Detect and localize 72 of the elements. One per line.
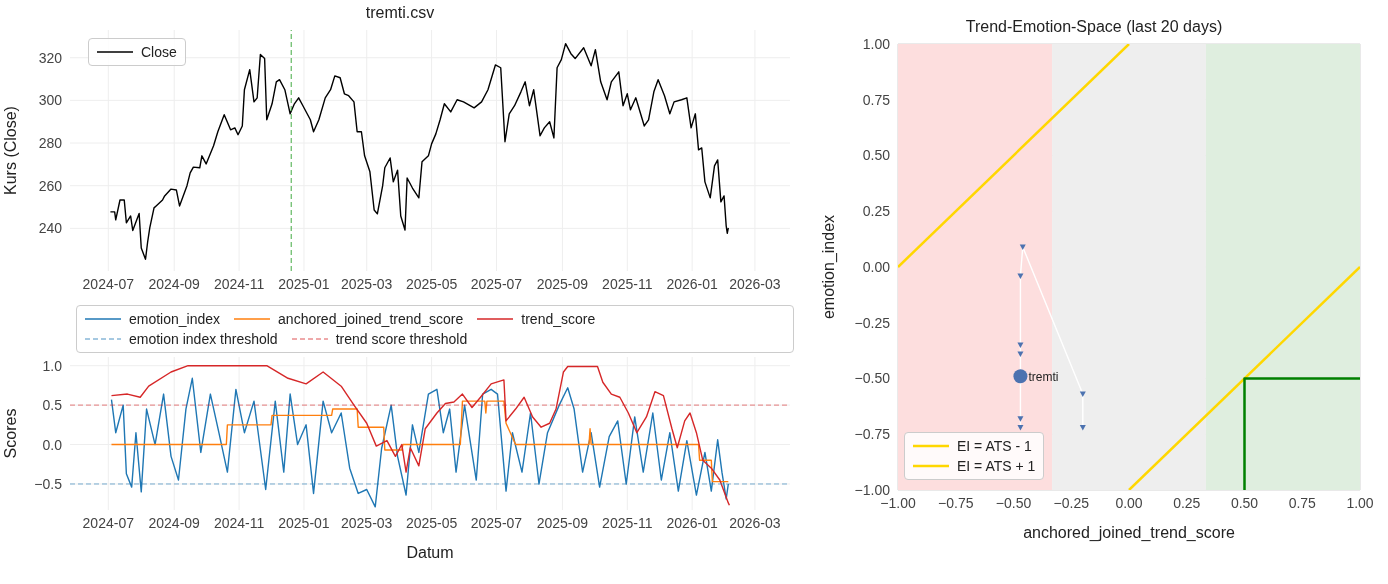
point (1019, 244, 1026, 250)
point (1013, 369, 1028, 384)
y-tick-label: −0.75 (854, 426, 891, 443)
x-tick-label: 0.75 (1288, 494, 1317, 511)
x-tick-label: 2025-01 (278, 514, 330, 531)
x-axis-title: anchored_joined_trend_score (1023, 524, 1235, 542)
x-tick-label: 2026-03 (729, 275, 781, 292)
y-axis-title: Kurs (Close) (1, 106, 19, 195)
chart-title: tremti.csv (364, 4, 436, 22)
x-tick-label: −0.75 (938, 494, 974, 511)
x-tick-label: 2026-01 (666, 514, 719, 531)
x-tick-label: 2025-11 (602, 514, 653, 531)
x-tick-label: 2025-03 (341, 275, 393, 292)
legend-label: anchored_joined_trend_score (278, 310, 464, 329)
x-tick-label: 2025-01 (278, 275, 330, 292)
x-tick-label: 0.00 (1115, 494, 1143, 511)
point (1079, 425, 1086, 431)
y-tick-label: 300 (38, 92, 63, 109)
x-tick-label: 2025-09 (536, 514, 589, 531)
y-tick-label: 260 (38, 177, 63, 194)
x-tick-label: 2025-11 (602, 275, 653, 292)
x-tick-label: 1.00 (1346, 494, 1374, 511)
x-tick-label: 2024-07 (82, 275, 135, 292)
x-tick-label: 2026-01 (666, 275, 719, 292)
x-tick-label: 2026-03 (729, 514, 781, 531)
y-tick-label: −0.50 (854, 370, 891, 387)
y-tick-label: 0.75 (862, 91, 891, 108)
y-tick-label: 280 (38, 135, 63, 152)
point (1017, 416, 1024, 422)
x-tick-label: 2025-03 (341, 514, 393, 531)
x-tick-label: 2025-07 (470, 514, 523, 531)
x-axis-title: Datum (406, 544, 454, 561)
x-tick-label: 0.50 (1230, 494, 1259, 511)
x-tick-label: 2025-05 (405, 275, 458, 292)
chart-title: Trend-Emotion-Space (last 20 days) (964, 18, 1224, 36)
x-tick-label: 2024-09 (148, 514, 201, 531)
y-tick-label: 0.5 (42, 397, 63, 414)
x-tick-label: −0.50 (995, 494, 1032, 511)
legend-label: emotion_index (129, 310, 221, 329)
y-axis-title: Scores (1, 408, 19, 459)
x-tick-label: 2024-09 (148, 275, 201, 292)
x-tick-label: 2025-07 (470, 275, 523, 292)
y-tick-label: −0.5 (34, 475, 63, 492)
y-tick-label: −0.25 (854, 314, 891, 331)
legend-label: EI = ATS + 1 (957, 457, 1036, 476)
x-tick-label: 2025-09 (536, 275, 589, 292)
y-tick-label: 1.00 (862, 35, 891, 52)
y-tick-label: 1.0 (42, 357, 63, 374)
legend-label: Close (141, 43, 177, 62)
y-tick-label: 0.25 (862, 203, 891, 220)
x-tick-label: 2024-11 (213, 275, 265, 292)
y-tick-label: 0.50 (862, 147, 891, 164)
x-tick-label: −0.25 (1053, 494, 1090, 511)
legend-label: EI = ATS - 1 (957, 437, 1032, 456)
legend-label: emotion index threshold (129, 330, 278, 349)
point (1017, 351, 1024, 357)
y-tick-label: 240 (38, 220, 63, 237)
y-tick-label: 0.00 (862, 258, 891, 275)
point (1017, 425, 1024, 431)
point (1017, 273, 1024, 279)
y-tick-label: 320 (38, 49, 63, 66)
y-axis-title: emotion_index (819, 214, 838, 320)
x-tick-label: 2025-05 (405, 514, 458, 531)
legend-label: trend_score (521, 310, 596, 329)
annotation: tremti (1028, 369, 1059, 384)
x-tick-label: 2024-07 (82, 514, 135, 531)
line-series (109, 42, 730, 260)
x-tick-label: 2024-11 (213, 514, 265, 531)
x-tick-label: 0.25 (1173, 494, 1201, 511)
y-tick-label: 0.0 (42, 436, 63, 453)
line-series (110, 400, 730, 483)
legend-label: trend score threshold (335, 330, 468, 349)
